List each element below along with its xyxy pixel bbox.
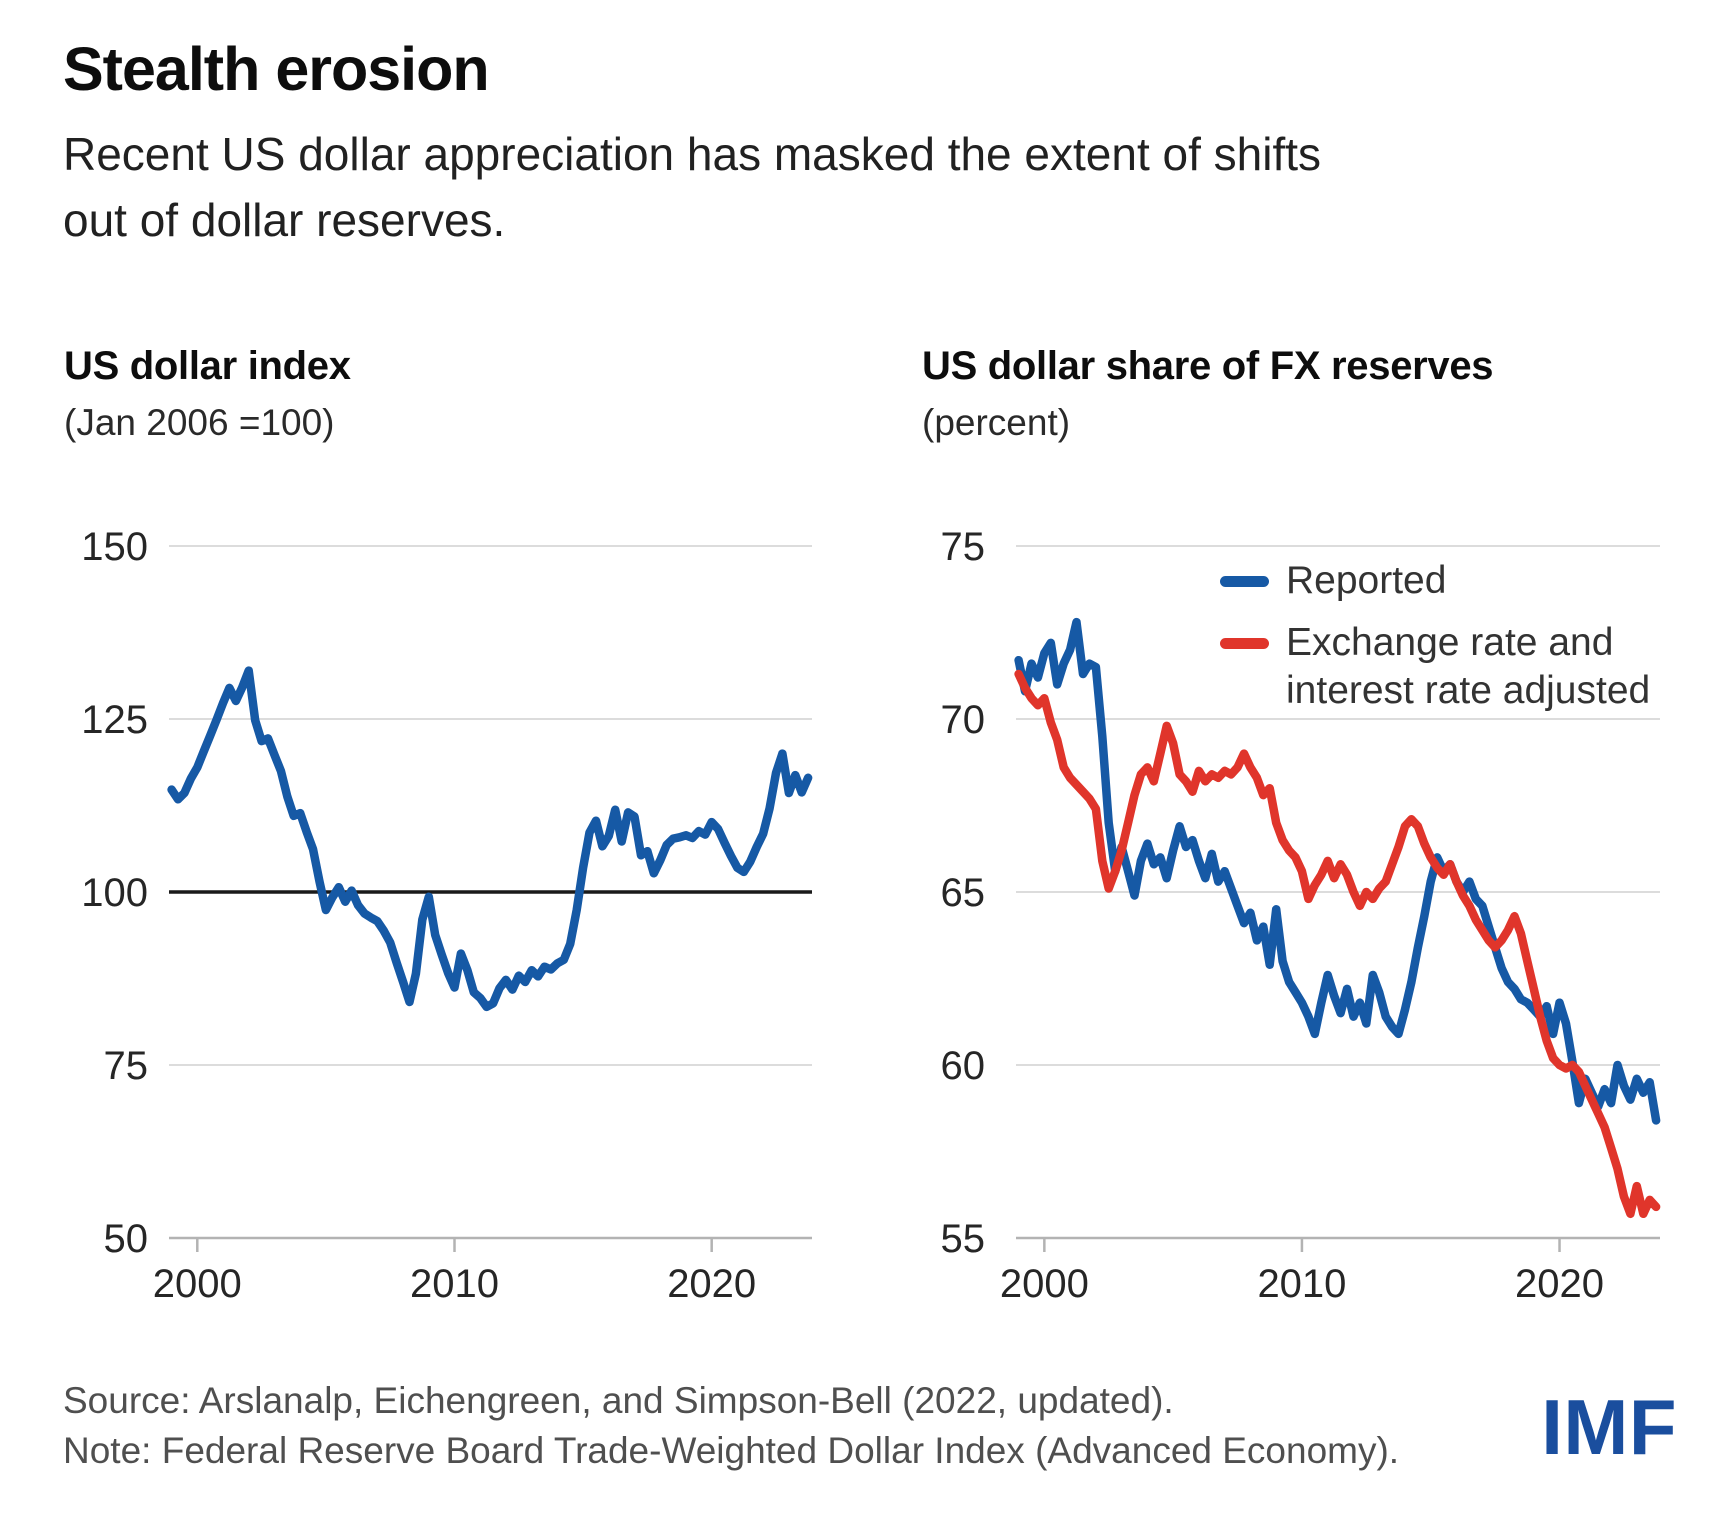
legend-label-adjusted-line-2: interest rate adjusted (1286, 669, 1651, 712)
usd-share-of-fx-reserves-ytick-60: 60 (941, 1044, 986, 1088)
us-dollar-index-xtick-2020: 2020 (667, 1262, 756, 1306)
left-chart-title: US dollar index (64, 344, 351, 388)
legend-label-reported-line-1: Reported (1286, 559, 1447, 602)
source-note: Source: Arslanalp, Eichengreen, and Simp… (63, 1376, 1399, 1476)
usd-share-of-fx-reserves-ytick-55: 55 (941, 1217, 986, 1261)
legend-label-adjusted: Exchange rate and interest rate adjusted (1286, 619, 1650, 715)
legend-swatch-reported (1220, 576, 1269, 587)
page-subtitle-line-1: Recent US dollar appreciation has masked… (63, 128, 1322, 180)
usd-share-of-fx-reserves-ytick-70: 70 (941, 698, 986, 742)
series-us-dollar-index-jan-2006-100 (167, 666, 813, 1012)
right-panel-header: US dollar share of FX reserves (percent) (922, 344, 1494, 444)
us-dollar-index-ytick-75: 75 (104, 1044, 149, 1088)
us-dollar-index-ytick-100: 100 (81, 871, 148, 915)
us-dollar-index-ytick-150: 150 (81, 525, 148, 569)
legend-swatch-adjusted (1220, 638, 1269, 649)
usd-share-of-fx-reserves-ytick-65: 65 (941, 871, 986, 915)
us-dollar-index-xtick-2000: 2000 (153, 1262, 242, 1306)
us-dollar-index-chart: 50 75 100 125 150 2000 2010 2020 (81, 525, 813, 1306)
legend-label-reported: Reported (1286, 557, 1446, 605)
us-dollar-index-ytick-125: 125 (81, 698, 148, 742)
legend-item-adjusted: Exchange rate and interest rate adjusted (1220, 619, 1650, 715)
us-dollar-index-ytick-50: 50 (104, 1217, 149, 1261)
usd-share-of-fx-reserves-ytick-75: 75 (941, 525, 986, 569)
left-panel-header: US dollar index (Jan 2006 =100) (64, 344, 351, 444)
source-line: Source: Arslanalp, Eichengreen, and Simp… (63, 1380, 1174, 1421)
legend-item-reported: Reported (1220, 557, 1650, 605)
usd-share-of-fx-reserves-xtick-2000: 2000 (1000, 1262, 1089, 1306)
imf-logo: IMF (1541, 1383, 1677, 1471)
left-chart-units: (Jan 2006 =100) (64, 402, 335, 443)
chart-legend: Reported Exchange rate and interest rate… (1220, 557, 1650, 715)
legend-label-adjusted-line-1: Exchange rate and (1286, 621, 1614, 664)
page-title: Stealth erosion (63, 35, 490, 103)
us-dollar-index-xtick-2010: 2010 (410, 1262, 499, 1306)
note-line: Note: Federal Reserve Board Trade-Weight… (63, 1430, 1400, 1471)
series-exchange-rate-and-interest-rate-adjusted (1014, 669, 1661, 1219)
usd-share-of-fx-reserves-xtick-2010: 2010 (1257, 1262, 1346, 1306)
series-reported (1014, 617, 1661, 1125)
usd-share-of-fx-reserves-chart: 55 60 65 70 75 2000 2010 2020 (941, 525, 1661, 1306)
right-chart-title: US dollar share of FX reserves (922, 344, 1494, 388)
usd-share-of-fx-reserves-xtick-2020: 2020 (1515, 1262, 1604, 1306)
page-subtitle-line-2: out of dollar reserves. (63, 194, 506, 246)
page-subtitle: Recent US dollar appreciation has masked… (63, 121, 1321, 253)
right-chart-units: (percent) (922, 402, 1071, 443)
